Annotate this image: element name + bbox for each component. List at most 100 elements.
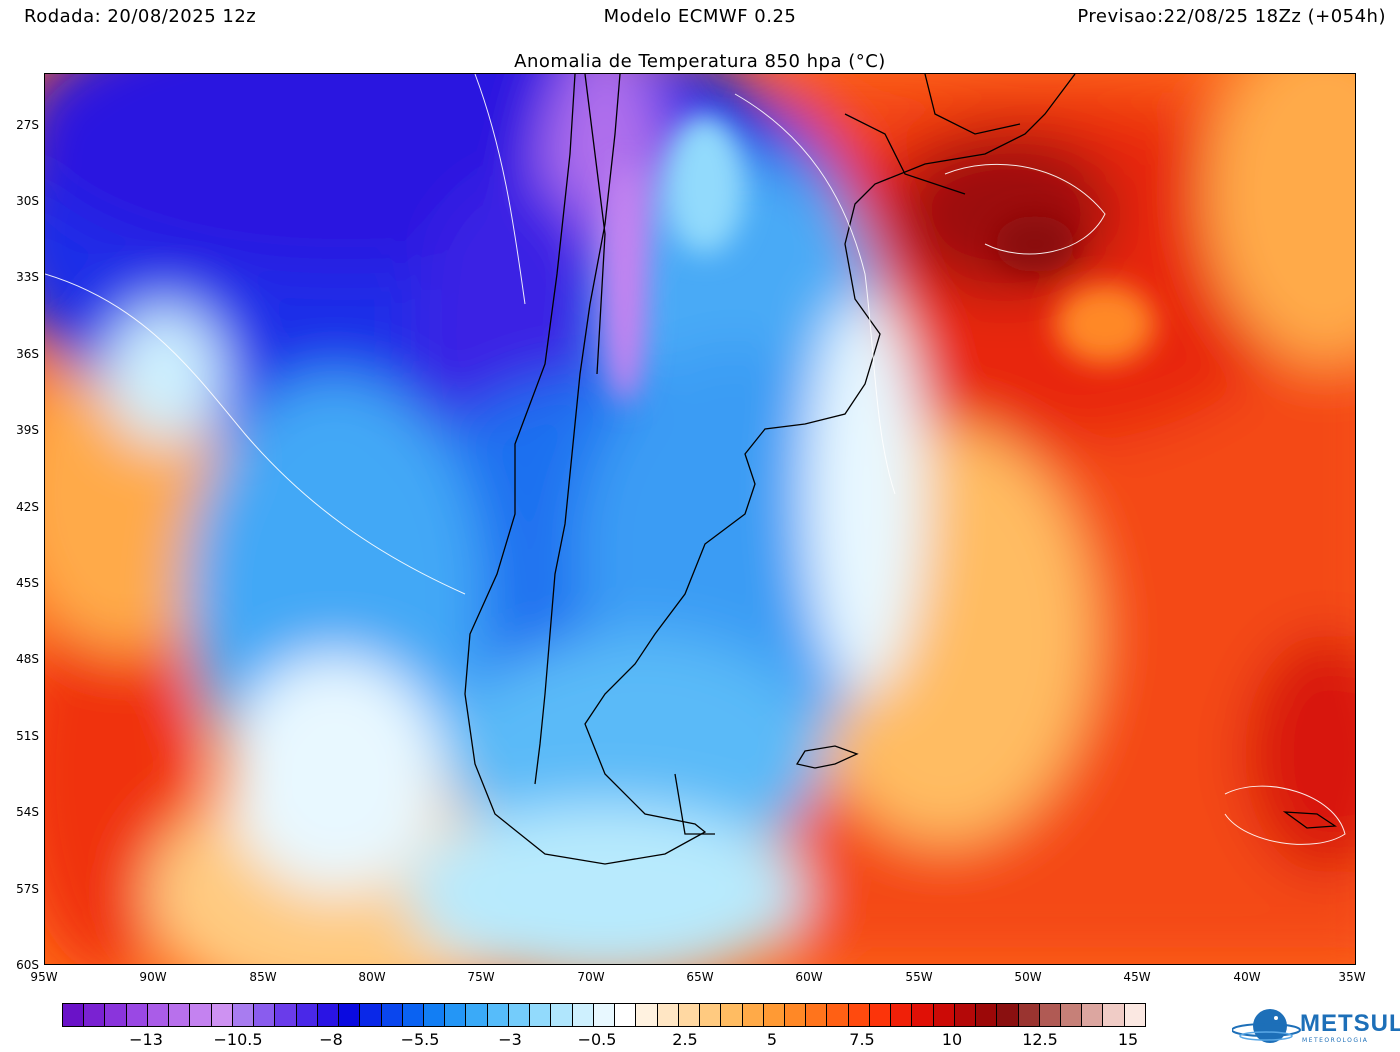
run-label: Rodada: 20/08/2025 12z	[24, 6, 257, 27]
colorbar-cell	[954, 1004, 977, 1026]
colorbar-cell	[84, 1004, 106, 1026]
colorbar-cell	[1082, 1004, 1104, 1026]
colorbar-cell	[530, 1004, 552, 1026]
colorbar-cell	[445, 1004, 467, 1026]
map-title: Anomalia de Temperatura 850 hpa (°C)	[514, 51, 886, 72]
colorbar-cell	[700, 1004, 722, 1026]
lon-label: 40W	[1233, 970, 1261, 984]
coastlines	[464, 74, 1337, 865]
lon-label: 35W	[1338, 970, 1366, 984]
colorbar-cell	[997, 1004, 1019, 1026]
colorbar-tick-label: 10	[941, 1030, 963, 1049]
detail-blobs	[603, 114, 1155, 404]
lat-label: 60S	[16, 958, 39, 972]
globe-icon	[1231, 1009, 1301, 1043]
lon-label: 45W	[1123, 970, 1151, 984]
colorbar-cell	[763, 1004, 785, 1026]
lat-label: 42S	[16, 500, 39, 514]
colorbar-tick-label: −3	[498, 1030, 522, 1049]
lon-label: 55W	[905, 970, 933, 984]
logo-sub-text: METEOROLOGIA	[1302, 1037, 1369, 1044]
lon-label: 50W	[1014, 970, 1042, 984]
colorbar-cell	[402, 1004, 424, 1026]
model-label: Modelo ECMWF 0.25	[603, 6, 797, 27]
colorbar-cell	[551, 1004, 573, 1026]
colorbar-tick-label: 7.5	[849, 1030, 875, 1049]
lat-label: 33S	[16, 270, 39, 284]
lat-label: 54S	[16, 805, 39, 819]
colorbar-cell	[912, 1004, 934, 1026]
lat-label: 27S	[16, 118, 39, 132]
colorbar-cell	[572, 1004, 594, 1026]
colorbar-tick-label: −8	[319, 1030, 343, 1049]
lon-label: 80W	[358, 970, 386, 984]
colorbar-cell	[891, 1004, 913, 1026]
colorbar-tick-label: 12.5	[1022, 1030, 1058, 1049]
colorbar-cell	[678, 1004, 701, 1026]
colorbar-cell	[742, 1004, 764, 1026]
lat-label: 51S	[16, 729, 39, 743]
lat-label: 36S	[16, 347, 39, 361]
colorbar-cell	[254, 1004, 276, 1026]
colorbar-cell	[63, 1004, 85, 1026]
colorbar-cell	[593, 1004, 616, 1026]
lat-label: 48S	[16, 652, 39, 666]
lat-label: 57S	[16, 882, 39, 896]
color-scale-bar	[62, 1003, 1146, 1027]
colorbar-cell	[190, 1004, 212, 1026]
colorbar-cell	[211, 1004, 233, 1026]
colorbar-cell	[721, 1004, 743, 1026]
colorbar-cell	[105, 1004, 127, 1026]
lon-label: 75W	[467, 970, 495, 984]
lat-label: 30S	[16, 194, 39, 208]
colorbar-cell	[1061, 1004, 1083, 1026]
colorbar-cell	[1018, 1004, 1040, 1026]
colorbar-cell	[869, 1004, 892, 1026]
colorbar-cell	[848, 1004, 870, 1026]
colorbar-cell	[1039, 1004, 1062, 1026]
colorbar-tick-label: −0.5	[577, 1030, 617, 1049]
lat-label: 39S	[16, 423, 39, 437]
colorbar-cell	[508, 1004, 531, 1026]
colorbar-cell	[169, 1004, 191, 1026]
colorbar-cell	[360, 1004, 382, 1026]
colorbar-cell	[423, 1004, 446, 1026]
lat-label: 45S	[16, 576, 39, 590]
colorbar-cell	[615, 1004, 637, 1026]
colorbar-tick-label: 15	[1117, 1030, 1139, 1049]
colorbar-tick-label: 2.5	[672, 1030, 698, 1049]
colorbar-cell	[317, 1004, 340, 1026]
lon-label: 65W	[686, 970, 714, 984]
colorbar-cell	[466, 1004, 488, 1026]
colorbar-cell	[976, 1004, 998, 1026]
colorbar-cell	[487, 1004, 509, 1026]
colorbar-cell	[1103, 1004, 1125, 1026]
colorbar-cell	[827, 1004, 849, 1026]
colorbar-cell	[636, 1004, 658, 1026]
metsul-logo: METSUL METEOROLOGIA	[1231, 1006, 1400, 1046]
colorbar-tick-label: −5.5	[400, 1030, 440, 1049]
lon-label: 90W	[139, 970, 167, 984]
isotherm-contours	[45, 74, 1346, 845]
colorbar-cell	[784, 1004, 807, 1026]
forecast-label: Previsao:22/08/25 18Zz (+054h)	[1077, 6, 1386, 27]
colorbar-cell	[126, 1004, 148, 1026]
lon-label: 85W	[249, 970, 277, 984]
colorbar-cell	[381, 1004, 403, 1026]
colorbar-cell	[657, 1004, 679, 1026]
colorbar-tick-label: 5	[766, 1030, 778, 1049]
colorbar-cell	[933, 1004, 955, 1026]
colorbar-cell	[275, 1004, 297, 1026]
logo-brand-text: METSUL	[1300, 1010, 1400, 1037]
colorbar-cell	[806, 1004, 828, 1026]
colorbar-cell	[1124, 1004, 1145, 1026]
lon-label: 70W	[577, 970, 605, 984]
colorbar-cell	[296, 1004, 318, 1026]
colorbar-tick-label: −10.5	[213, 1030, 263, 1049]
colorbar-cell	[339, 1004, 361, 1026]
colorbar-tick-label: −13	[129, 1030, 163, 1049]
temperature-anomaly-map	[44, 73, 1356, 965]
anomaly-field	[45, 74, 1355, 964]
lon-label: 60W	[795, 970, 823, 984]
colorbar-cell	[147, 1004, 170, 1026]
